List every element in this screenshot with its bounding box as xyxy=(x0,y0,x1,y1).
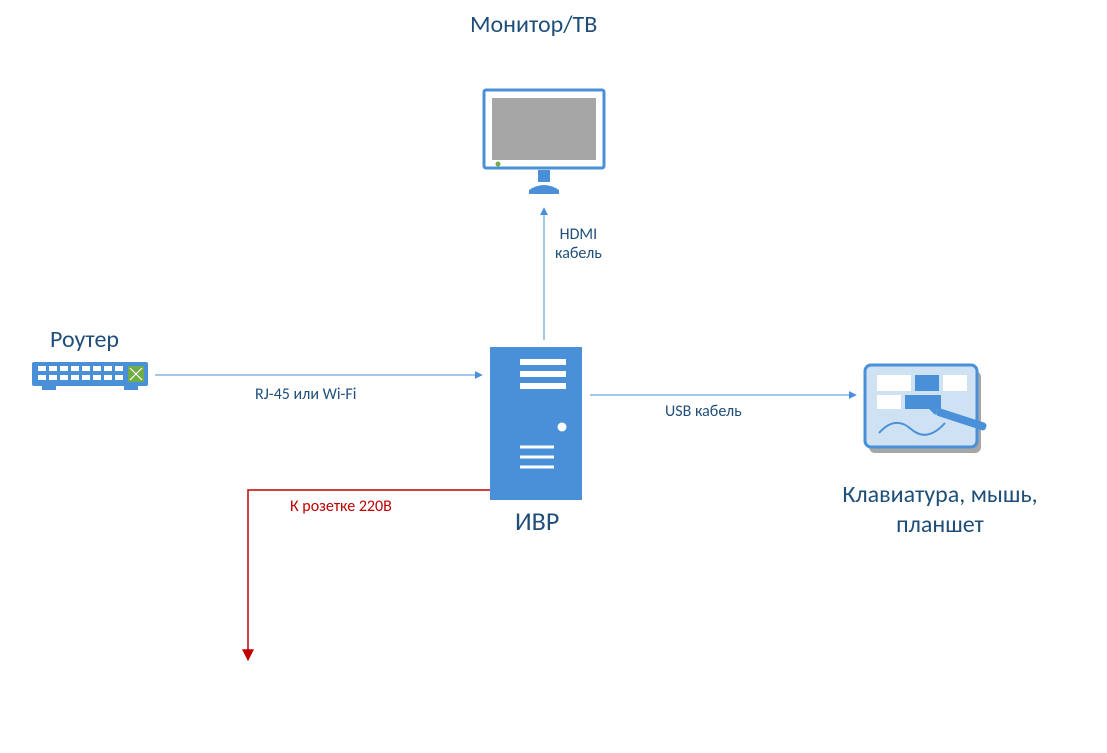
edge-label-hdmi: HDMI кабель xyxy=(555,225,602,263)
router-label: Роутер xyxy=(50,325,119,354)
edge-label-power: К розетке 220В xyxy=(290,497,392,516)
edge-label-usb: USB кабель xyxy=(665,402,742,421)
ivr-icon xyxy=(490,347,582,500)
monitor-icon xyxy=(484,90,604,194)
diagram-canvas xyxy=(0,0,1107,753)
peripherals-label: Клавиатура, мышь, планшет xyxy=(800,480,1080,540)
monitor-label: Монитор/ТВ xyxy=(470,10,597,39)
ivr-label: ИВР xyxy=(515,505,559,537)
edge-label-rj45: RJ-45 или Wi-Fi xyxy=(255,385,356,404)
router-icon xyxy=(32,362,148,390)
tablet-icon xyxy=(865,365,987,453)
